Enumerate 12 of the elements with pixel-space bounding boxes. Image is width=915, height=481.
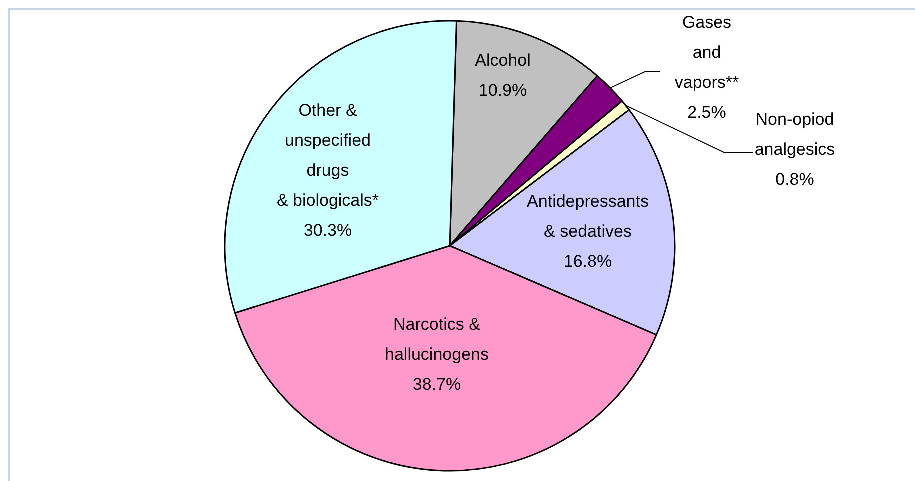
slice-label: Non-opiod analgesics [754, 110, 836, 159]
slice-label: Antidepressants & sedatives [527, 192, 649, 241]
slice-label: Other & unspecified drugs & biologicals* [276, 100, 380, 210]
data-label: 10.9% [478, 80, 528, 100]
slice-label: Gases and vapors** [674, 12, 740, 92]
data-label: 30.3% [304, 220, 352, 240]
slice-label: Narcotics & hallucinogens [385, 314, 489, 364]
data-label: 2.5% [688, 102, 726, 122]
slice-label: Alcohol [475, 50, 531, 70]
data-label: 38.7% [412, 374, 462, 394]
data-label: 0.8% [776, 170, 814, 189]
data-label: 16.8% [564, 252, 612, 271]
